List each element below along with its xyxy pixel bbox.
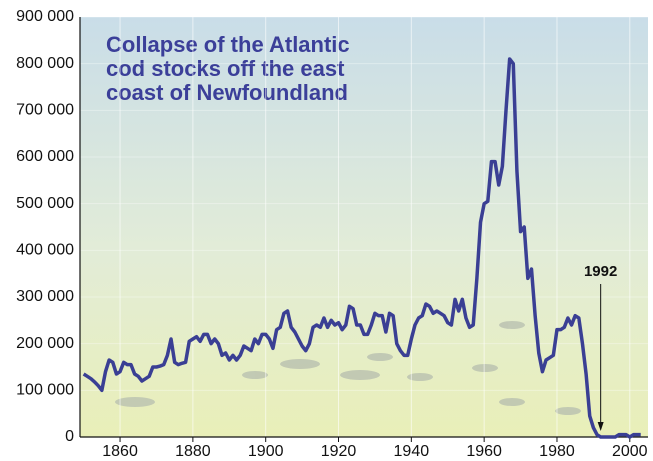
y-tick-label: 100 000 bbox=[16, 382, 74, 399]
y-tick-label: 800 000 bbox=[16, 55, 74, 72]
x-tick-label: 1880 bbox=[175, 443, 211, 460]
annotation: Collapse of the Atlantic bbox=[106, 32, 350, 57]
y-tick-label: 0 bbox=[65, 428, 74, 445]
y-tick-label: 600 000 bbox=[16, 148, 74, 165]
x-tick-label: 1900 bbox=[248, 443, 284, 460]
y-tick-label: 700 000 bbox=[16, 102, 74, 119]
x-tick-label: 1860 bbox=[102, 443, 138, 460]
x-tick-label: 2000 bbox=[612, 443, 648, 460]
y-tick-label: 900 000 bbox=[16, 8, 74, 25]
annotation: cod stocks off the east bbox=[106, 56, 345, 81]
x-tick-label: 1960 bbox=[466, 443, 502, 460]
marker-label: 1992 bbox=[584, 263, 617, 280]
x-tick-label: 1940 bbox=[394, 443, 430, 460]
annotation: coast of Newfoundland bbox=[106, 80, 348, 105]
x-tick-label: 1920 bbox=[321, 443, 357, 460]
y-tick-label: 400 000 bbox=[16, 242, 74, 259]
y-tick-label: 300 000 bbox=[16, 288, 74, 305]
y-tick-label: 200 000 bbox=[16, 335, 74, 352]
chart: Collapse of the Atlantic cod stocks off … bbox=[0, 0, 653, 461]
x-tick-label: 1980 bbox=[539, 443, 575, 460]
y-tick-label: 500 000 bbox=[16, 195, 74, 212]
